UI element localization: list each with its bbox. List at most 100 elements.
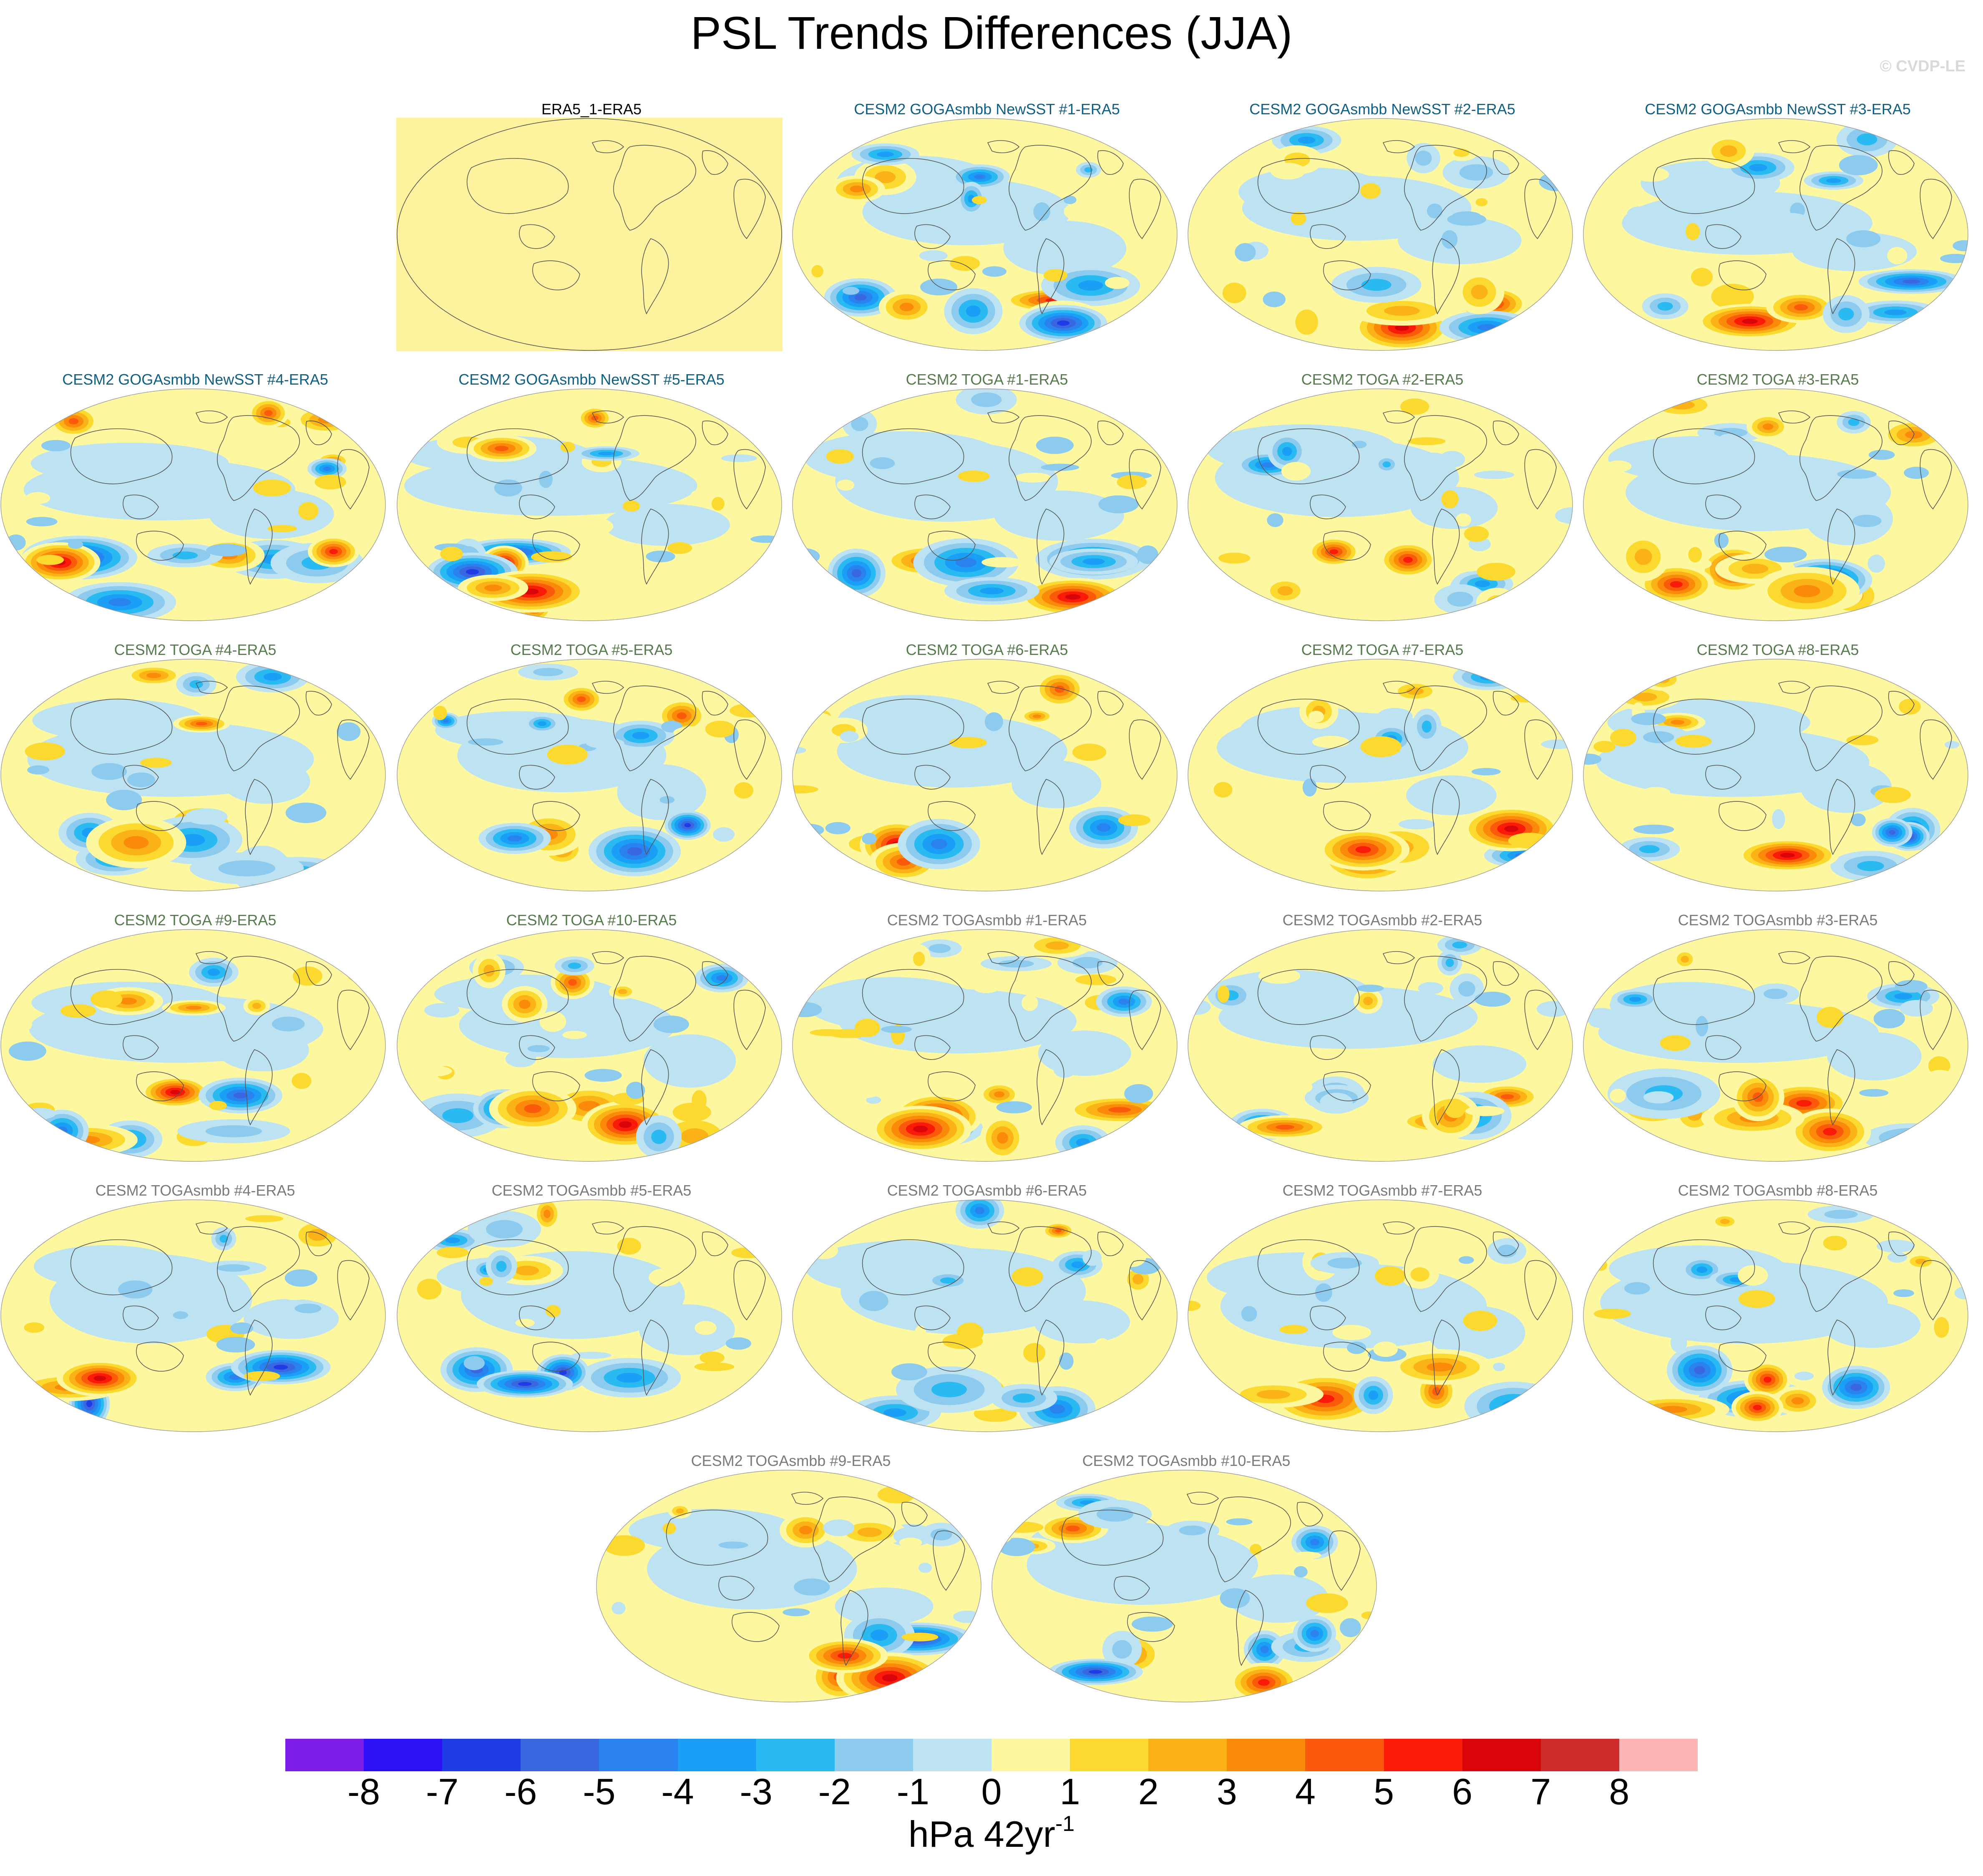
colorbar-tick-label: 7 (1530, 1771, 1551, 1812)
colorbar-tick-label: 8 (1609, 1771, 1630, 1812)
colorbar-swatch (521, 1739, 599, 1771)
watermark: © CVDP-LE (1880, 58, 1965, 75)
panel-title: CESM2 TOGA #1-ERA5 (906, 371, 1068, 388)
map-panel: CESM2 TOGA #5-ERA5 (396, 641, 787, 908)
units-exponent: -1 (1055, 1812, 1075, 1836)
coastlines (1653, 410, 1952, 585)
map-panel: CESM2 TOGAsmbb #5-ERA5 (396, 1181, 787, 1448)
coastlines (1653, 1221, 1952, 1396)
panel-title: CESM2 GOGAsmbb NewSST #2-ERA5 (1249, 101, 1515, 118)
colorbar-swatch (1070, 1739, 1149, 1771)
map-plot (0, 929, 386, 1162)
colorbar-tick-label: 0 (981, 1771, 1002, 1812)
colorbar-swatch (834, 1739, 913, 1771)
colorbar-tick-label: 6 (1452, 1771, 1473, 1812)
colorbar-tick-label: -1 (896, 1771, 929, 1812)
map-plot (0, 1199, 386, 1432)
map-plot (0, 659, 386, 891)
map-panel: CESM2 TOGAsmbb #8-ERA5 (1583, 1181, 1973, 1448)
map-panel: CESM2 GOGAsmbb NewSST #5-ERA5 (396, 370, 787, 637)
map-panel: CESM2 TOGA #10-ERA5 (396, 911, 787, 1178)
map-panel: CESM2 TOGA #4-ERA5 (0, 641, 390, 908)
coastlines (466, 951, 766, 1126)
coastlines (1653, 140, 1952, 315)
coastlines (862, 681, 1161, 855)
map-panel: ERA5_1-ERA5 (396, 100, 787, 367)
colorbar-swatch (285, 1739, 364, 1771)
map-plot (397, 929, 782, 1162)
panel-title: CESM2 GOGAsmbb NewSST #1-ERA5 (854, 101, 1120, 118)
panel-title: CESM2 GOGAsmbb NewSST #3-ERA5 (1645, 101, 1911, 118)
panel-title: CESM2 TOGA #4-ERA5 (114, 641, 277, 658)
map-panel: CESM2 TOGA #9-ERA5 (0, 911, 390, 1178)
coastlines (1653, 681, 1952, 855)
colorbar-tick-label: -3 (740, 1771, 773, 1812)
coastlines (862, 410, 1161, 585)
panel-title: CESM2 TOGA #7-ERA5 (1301, 641, 1464, 658)
map-panel: CESM2 GOGAsmbb NewSST #3-ERA5 (1583, 100, 1973, 367)
map-plot (1583, 929, 1968, 1162)
panel-title: CESM2 TOGAsmbb #4-ERA5 (95, 1182, 295, 1199)
map-panel: CESM2 TOGAsmbb #6-ERA5 (792, 1181, 1182, 1448)
panel-title: CESM2 GOGAsmbb NewSST #5-ERA5 (458, 371, 725, 388)
colorbar-tick-label: -2 (818, 1771, 851, 1812)
map-plot (992, 1470, 1377, 1702)
coastlines (70, 410, 370, 585)
coastlines (466, 1221, 766, 1396)
map-plot (792, 929, 1178, 1162)
panel-title: CESM2 TOGAsmbb #2-ERA5 (1282, 912, 1482, 929)
coastlines (1257, 410, 1557, 585)
map-panel: CESM2 TOGA #6-ERA5 (792, 641, 1182, 908)
map-plot (792, 1199, 1178, 1432)
coastlines (466, 140, 766, 315)
coastlines (1257, 140, 1557, 315)
colorbar-tick-label: -7 (426, 1771, 459, 1812)
panel-title: CESM2 TOGAsmbb #8-ERA5 (1678, 1182, 1878, 1199)
map-panel: CESM2 TOGAsmbb #7-ERA5 (1187, 1181, 1578, 1448)
colorbar-tick-label: 1 (1059, 1771, 1080, 1812)
colorbar-tick-label: 5 (1374, 1771, 1394, 1812)
map-plot (596, 1470, 981, 1702)
panel-title: CESM2 TOGA #9-ERA5 (114, 912, 277, 929)
map-plot (792, 118, 1178, 351)
map-plot (397, 1199, 782, 1432)
coastlines (70, 681, 370, 855)
colorbar-swatch (1462, 1739, 1541, 1771)
map-panel: CESM2 GOGAsmbb NewSST #1-ERA5 (792, 100, 1182, 367)
map-plot (1188, 388, 1573, 621)
panel-title: CESM2 TOGAsmbb #5-ERA5 (491, 1182, 692, 1199)
panel-title: CESM2 TOGA #8-ERA5 (1696, 641, 1859, 658)
coastlines (862, 140, 1161, 315)
map-plot (1188, 118, 1573, 351)
map-panel: CESM2 TOGAsmbb #1-ERA5 (792, 911, 1182, 1178)
coastlines (1257, 951, 1557, 1126)
map-plot (0, 388, 386, 621)
colorbar-swatch (1227, 1739, 1306, 1771)
map-plot (1188, 1199, 1573, 1432)
colorbar-tick-label: -8 (347, 1771, 380, 1812)
map-panel: CESM2 GOGAsmbb NewSST #4-ERA5 (0, 370, 390, 637)
figure-title: PSL Trends Differences (JJA) (690, 8, 1293, 59)
map-plot (1583, 118, 1968, 351)
coastlines (70, 951, 370, 1126)
colorbar-swatch (364, 1739, 443, 1771)
panel-title: CESM2 GOGAsmbb NewSST #4-ERA5 (62, 371, 328, 388)
colorbar-swatch (913, 1739, 992, 1771)
coastlines (862, 951, 1161, 1126)
panel-title: CESM2 TOGAsmbb #10-ERA5 (1082, 1452, 1291, 1469)
map-plot (396, 118, 783, 351)
map-plot (792, 388, 1178, 621)
coastlines (70, 1221, 370, 1396)
map-plot (1583, 1199, 1968, 1432)
coastlines (1653, 951, 1952, 1126)
map-panel: CESM2 TOGA #3-ERA5 (1583, 370, 1973, 637)
coastlines (666, 1492, 965, 1666)
panel-title: CESM2 TOGA #5-ERA5 (510, 641, 673, 658)
map-panel: CESM2 TOGAsmbb #4-ERA5 (0, 1181, 390, 1448)
colorbar-swatch (599, 1739, 678, 1771)
coastlines (862, 1221, 1161, 1396)
coastlines (466, 410, 766, 585)
colorbar-swatch (1148, 1739, 1227, 1771)
map-panel: CESM2 TOGAsmbb #2-ERA5 (1187, 911, 1578, 1178)
